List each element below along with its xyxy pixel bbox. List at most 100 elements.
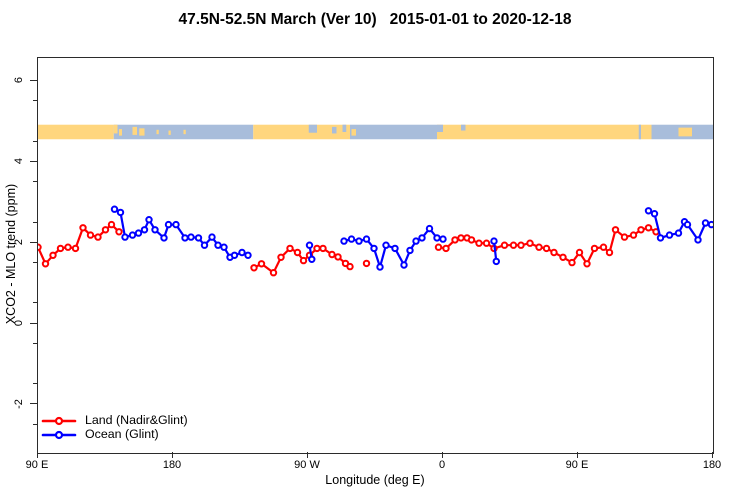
land-data-point: [599, 243, 608, 251]
ocean-data-point: [208, 233, 216, 241]
x-tick-label: 180: [162, 459, 182, 471]
ocean-data-point: [406, 246, 414, 255]
ocean-data-point: [145, 216, 153, 224]
land-data-point: [637, 226, 645, 234]
land-data-point: [467, 236, 476, 244]
band-patch-ocean: [308, 124, 317, 133]
y-minor-tick: [33, 100, 37, 102]
land-data-point: [434, 243, 443, 251]
ocean-data-point: [656, 234, 665, 242]
x-tick-label: 0: [438, 459, 446, 471]
land-data-point: [269, 269, 278, 277]
ocean-data-point: [418, 234, 426, 242]
y-major-tick: [30, 241, 37, 243]
chart-svg: [38, 124, 713, 277]
ocean-data-point: [370, 244, 378, 253]
ocean-data-point: [200, 241, 209, 249]
ocean-data-point: [674, 229, 683, 237]
y-minor-tick: [33, 342, 37, 344]
ocean-data-point: [347, 235, 356, 243]
x-tick-label: 180: [702, 459, 722, 471]
x-axis-label: Longitude (deg E): [325, 473, 425, 487]
ocean-data-point: [244, 251, 252, 260]
ocean-data-point: [644, 207, 653, 215]
band-patch-land: [351, 129, 356, 136]
land-data-point: [451, 236, 459, 244]
land-data-point: [611, 226, 620, 234]
land-data-point: [542, 244, 551, 253]
ocean-data-point: [181, 234, 189, 242]
land-data-point: [101, 226, 110, 234]
band-segment-land: [437, 124, 652, 140]
chart-title: 47.5N-52.5N March (Ver 10) 2015-01-01 to…: [178, 11, 572, 28]
band-patch-land: [183, 129, 186, 135]
y-tick-label: 0: [13, 319, 25, 327]
ocean-data-point: [683, 220, 692, 229]
x-tick: [441, 452, 443, 458]
land-data-point: [550, 248, 558, 257]
legend-item-ocean: Ocean (Glint): [41, 427, 188, 442]
ocean-data-point: [116, 208, 125, 217]
ocean-data-point: [140, 226, 149, 234]
ocean-data-point: [214, 241, 222, 249]
ocean-data-point: [701, 219, 710, 227]
legend-label-ocean: Ocean (Glint): [85, 427, 159, 442]
ocean-data-point: [134, 229, 143, 237]
ocean-data-point: [665, 231, 674, 239]
land-data-point: [41, 260, 50, 268]
ocean-data-point: [110, 205, 119, 213]
land-data-point: [334, 253, 342, 261]
ocean-data-point: [382, 241, 390, 249]
ocean-data-point: [164, 220, 173, 229]
ocean-data-point: [187, 233, 195, 241]
ocean-data-point: [308, 255, 316, 264]
land-data-point: [500, 241, 509, 249]
band-segment-ocean: [350, 124, 437, 140]
ocean-data-point: [172, 220, 180, 229]
band-patch-ocean: [461, 124, 466, 131]
band-patch-land: [168, 130, 171, 135]
y-minor-tick: [33, 261, 37, 263]
land-data-point: [644, 224, 653, 232]
ocean-data-point: [160, 234, 168, 242]
ocean-series-line: [647, 209, 713, 241]
band-patch-ocean: [342, 124, 347, 132]
ocean-series-marker-icon: [41, 428, 77, 440]
y-major-tick: [30, 322, 37, 324]
plot-area: [37, 57, 714, 454]
band-patch-land: [139, 128, 145, 136]
land-data-point: [313, 244, 321, 253]
y-tick-label: -2: [13, 399, 25, 409]
land-data-point: [319, 244, 327, 253]
land-data-point: [299, 256, 308, 265]
y-minor-tick: [33, 423, 37, 425]
y-tick-label: 4: [13, 158, 25, 165]
ocean-data-point: [121, 233, 129, 241]
land-data-point: [250, 264, 258, 272]
ocean-data-point: [433, 234, 441, 242]
band-patch-ocean: [638, 124, 641, 140]
y-tick-label: 2: [13, 239, 25, 246]
ocean-data-point: [694, 236, 702, 244]
land-data-point: [605, 248, 614, 257]
land-data-point: [71, 244, 80, 253]
band-patch-land: [119, 129, 122, 136]
y-minor-tick: [33, 181, 37, 182]
x-tick-label: 90 E: [25, 459, 49, 471]
ocean-data-point: [340, 237, 348, 245]
land-data-point: [79, 224, 87, 232]
y-minor-tick: [33, 140, 37, 142]
ocean-data-point: [490, 237, 498, 245]
land-data-point: [94, 233, 102, 241]
ocean-data-point: [412, 237, 420, 245]
land-data-point: [64, 243, 72, 251]
y-minor-tick: [33, 383, 37, 385]
band-segment-land: [38, 124, 114, 140]
land-data-point: [482, 239, 491, 247]
x-tick: [171, 452, 173, 458]
ocean-data-point: [355, 237, 363, 245]
x-tick: [711, 452, 713, 458]
band-patch-ocean: [437, 124, 443, 132]
legend: Land (Nadir&Glint) Ocean (Glint): [41, 413, 188, 441]
